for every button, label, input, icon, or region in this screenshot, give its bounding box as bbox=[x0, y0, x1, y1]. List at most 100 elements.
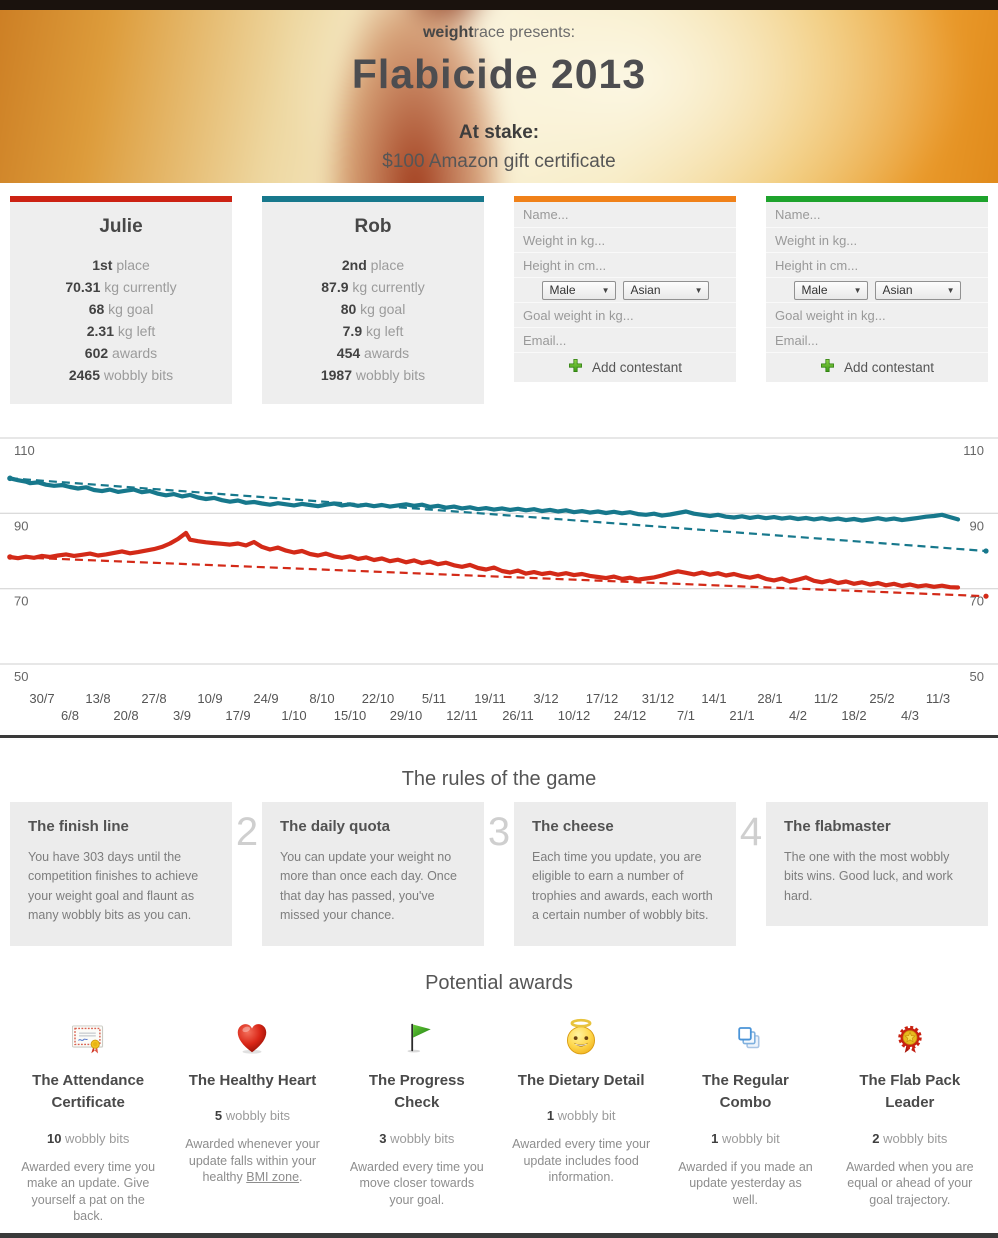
svg-text:13/8: 13/8 bbox=[85, 691, 110, 706]
rule-card-flabmaster: The flabmaster The one with the most wob… bbox=[766, 802, 988, 927]
rule-card-daily-quota: The daily quota You can update your weig… bbox=[262, 802, 484, 946]
svg-text:17/12: 17/12 bbox=[586, 691, 619, 706]
stat-goal: 80 kg goal bbox=[340, 301, 406, 317]
svg-text:20/8: 20/8 bbox=[113, 708, 138, 723]
goal-weight-input[interactable] bbox=[514, 303, 736, 327]
stat-left: 2.31 kg left bbox=[86, 323, 156, 339]
contestant-name: Julie bbox=[99, 216, 143, 237]
contestants-row: Julie 1st place 70.31 kg currently 68 kg… bbox=[0, 196, 998, 404]
svg-text:50: 50 bbox=[970, 669, 984, 684]
bmi-zone-link[interactable]: BMI zone bbox=[246, 1170, 300, 1184]
svg-text:10/12: 10/12 bbox=[558, 708, 591, 723]
chevron-down-icon: ▼ bbox=[853, 285, 862, 295]
flag-icon bbox=[347, 1011, 487, 1057]
svg-text:6/8: 6/8 bbox=[61, 708, 79, 723]
add-contestant-form-1: Male▼ Asian▼ Add contestant bbox=[514, 196, 736, 382]
svg-text:24/12: 24/12 bbox=[614, 708, 647, 723]
svg-text:21/1: 21/1 bbox=[729, 708, 754, 723]
svg-text:15/10: 15/10 bbox=[334, 708, 367, 723]
rule-number: 4 bbox=[739, 810, 763, 854]
gender-select[interactable]: Male ▼ bbox=[793, 280, 868, 300]
name-input[interactable] bbox=[766, 202, 988, 227]
award-progress-check: The Progress Check 3 wobbly bits Awarded… bbox=[335, 1011, 499, 1225]
svg-text:70: 70 bbox=[14, 594, 28, 609]
svg-text:7/1: 7/1 bbox=[677, 708, 695, 723]
svg-text:90: 90 bbox=[14, 518, 28, 533]
award-dietary-detail: The Dietary Detail 1 wobbly bit Awarded … bbox=[499, 1011, 663, 1225]
svg-text:17/9: 17/9 bbox=[225, 708, 250, 723]
contestant-card-julie: Julie 1st place 70.31 kg currently 68 kg… bbox=[10, 196, 232, 404]
weight-chart: 110 110 90 90 70 70 50 50 30/7 13/8 27/8 10/9 24/9 8/… bbox=[0, 432, 998, 738]
height-input[interactable] bbox=[766, 253, 988, 277]
add-contestant-form-2: Male▼ Asian▼ Add contestant bbox=[766, 196, 988, 382]
ethnicity-select[interactable]: Asian ▼ bbox=[874, 280, 961, 300]
height-input[interactable] bbox=[514, 253, 736, 277]
rule-card-cheese: The cheese Each time you update, you are… bbox=[514, 802, 736, 946]
email-input[interactable] bbox=[514, 328, 736, 352]
section-divider bbox=[0, 735, 998, 738]
awards-heading: Potential awards bbox=[425, 971, 573, 994]
stat-left: 7.9 kg left bbox=[342, 323, 404, 339]
svg-text:31/12: 31/12 bbox=[642, 691, 675, 706]
svg-text:30/7: 30/7 bbox=[29, 691, 54, 706]
svg-text:26/11: 26/11 bbox=[502, 708, 534, 723]
svg-text:110: 110 bbox=[963, 443, 984, 458]
weight-input[interactable] bbox=[766, 228, 988, 252]
contestant-name: Rob bbox=[354, 216, 392, 237]
svg-text:22/10: 22/10 bbox=[362, 691, 395, 706]
award-attendance-certificate: The Attendance Certificate 10 wobbly bit… bbox=[6, 1011, 170, 1225]
svg-text:12/11: 12/11 bbox=[446, 708, 478, 723]
stat-current: 87.9 kg currently bbox=[321, 279, 425, 295]
svg-text:1/10: 1/10 bbox=[281, 708, 306, 723]
stat-wobbly-bits: 2465 wobbly bits bbox=[68, 367, 174, 383]
angel-smiley-icon bbox=[511, 1011, 651, 1057]
rule-card-finish-line: The finish line You have 303 days until … bbox=[10, 802, 232, 946]
svg-text:18/2: 18/2 bbox=[841, 708, 866, 723]
presents-line: weightrace presents: bbox=[422, 24, 576, 41]
svg-text:4/2: 4/2 bbox=[789, 708, 807, 723]
svg-text:24/9: 24/9 bbox=[253, 691, 278, 706]
bottom-divider bbox=[0, 1232, 998, 1238]
accent-bar-green bbox=[766, 196, 988, 202]
accent-bar-orange bbox=[514, 196, 736, 202]
svg-text:3/9: 3/9 bbox=[173, 708, 191, 723]
stake-value: $100 Amazon gift certificate bbox=[382, 151, 616, 172]
gender-select[interactable]: Male ▼ bbox=[541, 280, 616, 300]
name-input[interactable] bbox=[514, 202, 736, 227]
weight-input[interactable] bbox=[514, 228, 736, 252]
accent-bar-teal bbox=[262, 196, 484, 202]
certificate-icon bbox=[18, 1011, 158, 1057]
svg-text:50: 50 bbox=[14, 669, 28, 684]
plus-icon bbox=[820, 358, 835, 378]
stat-goal: 68 kg goal bbox=[88, 301, 154, 317]
add-contestant-button[interactable]: Add contestant bbox=[514, 352, 736, 382]
contestant-card-rob: Rob 2nd place 87.9 kg currently 80 kg go… bbox=[262, 196, 484, 404]
rules-heading: The rules of the game bbox=[401, 768, 597, 790]
page-title: Flabicide 2013 bbox=[351, 51, 647, 97]
svg-text:4/3: 4/3 bbox=[901, 708, 919, 723]
award-regular-combo: The Regular Combo 1 wobbly bit Awarded i… bbox=[663, 1011, 827, 1225]
svg-text:29/10: 29/10 bbox=[390, 708, 423, 723]
stat-awards: 602 awards bbox=[84, 345, 158, 361]
layers-copy-icon bbox=[675, 1011, 815, 1057]
svg-text:3/12: 3/12 bbox=[533, 691, 558, 706]
rule-number: 3 bbox=[487, 810, 511, 854]
svg-text:28/1: 28/1 bbox=[757, 691, 782, 706]
chevron-down-icon: ▼ bbox=[946, 285, 955, 295]
awards-row: The Attendance Certificate 10 wobbly bit… bbox=[0, 1011, 998, 1225]
svg-text:10/9: 10/9 bbox=[197, 691, 222, 706]
stat-wobbly-bits: 1987 wobbly bits bbox=[320, 367, 426, 383]
svg-text:70: 70 bbox=[970, 594, 984, 609]
email-input[interactable] bbox=[766, 328, 988, 352]
svg-text:25/2: 25/2 bbox=[869, 691, 894, 706]
rule-number: 2 bbox=[235, 810, 259, 854]
ethnicity-select[interactable]: Asian ▼ bbox=[622, 280, 709, 300]
award-flab-pack-leader: The Flab Pack Leader 2 wobbly bits Award… bbox=[828, 1011, 992, 1225]
add-contestant-button[interactable]: Add contestant bbox=[766, 352, 988, 382]
svg-text:27/8: 27/8 bbox=[141, 691, 166, 706]
top-black-bar bbox=[0, 0, 998, 10]
header-banner: weightrace presents: Flabicide 2013 At s… bbox=[0, 10, 998, 183]
rosette-medal-icon bbox=[840, 1011, 980, 1057]
goal-weight-input[interactable] bbox=[766, 303, 988, 327]
